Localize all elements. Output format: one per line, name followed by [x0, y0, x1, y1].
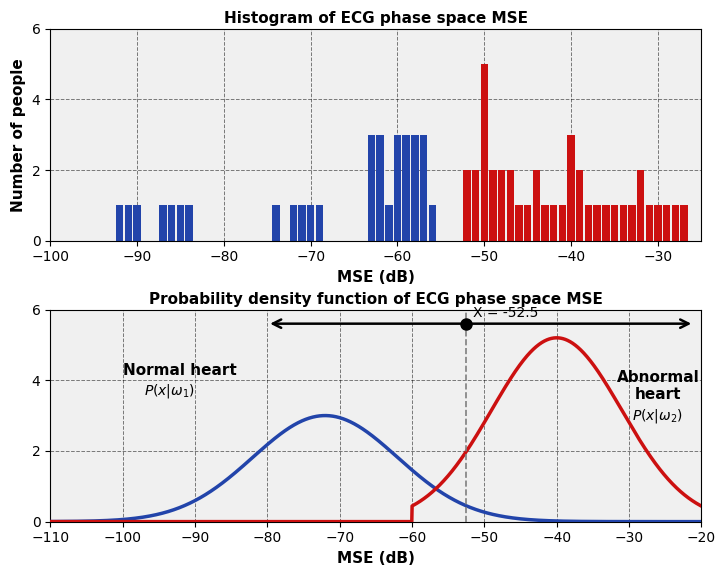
Bar	[498, 170, 505, 241]
Bar	[663, 205, 670, 241]
Bar	[125, 205, 132, 241]
Bar	[672, 205, 679, 241]
Text: $P(x|\omega_2)$: $P(x|\omega_2)$	[632, 407, 683, 425]
Bar	[168, 205, 175, 241]
Bar	[489, 170, 497, 241]
Text: $P(x|\omega_1)$: $P(x|\omega_1)$	[144, 382, 196, 400]
Bar	[133, 205, 141, 241]
Bar	[628, 205, 635, 241]
Title: Probability density function of ECG phase space MSE: Probability density function of ECG phas…	[149, 292, 603, 307]
Bar	[602, 205, 609, 241]
Bar	[472, 170, 479, 241]
Bar	[428, 205, 436, 241]
Bar	[411, 134, 419, 241]
Bar	[298, 205, 305, 241]
Bar	[185, 205, 193, 241]
Bar	[550, 205, 558, 241]
Bar	[307, 205, 314, 241]
Bar	[273, 205, 280, 241]
Bar	[593, 205, 601, 241]
Bar	[619, 205, 627, 241]
Bar	[515, 205, 523, 241]
Y-axis label: Number of people: Number of people	[11, 58, 26, 212]
Bar	[377, 134, 384, 241]
Bar	[585, 205, 593, 241]
Bar	[177, 205, 184, 241]
Bar	[463, 170, 470, 241]
Bar	[542, 205, 549, 241]
Bar	[403, 134, 410, 241]
Bar	[368, 134, 375, 241]
Bar	[646, 205, 653, 241]
Bar	[316, 205, 323, 241]
X-axis label: MSE (dB): MSE (dB)	[337, 551, 414, 566]
Text: Abnormal
heart: Abnormal heart	[616, 370, 699, 402]
Bar	[420, 134, 427, 241]
Bar	[576, 170, 584, 241]
Text: Normal heart: Normal heart	[123, 362, 236, 377]
Bar	[159, 205, 166, 241]
Bar	[568, 134, 575, 241]
Bar	[524, 205, 531, 241]
Bar	[637, 170, 644, 241]
Bar	[533, 170, 540, 241]
X-axis label: MSE (dB): MSE (dB)	[337, 270, 414, 285]
Bar	[481, 64, 488, 241]
Bar	[611, 205, 618, 241]
Bar	[680, 205, 688, 241]
Bar	[654, 205, 662, 241]
Text: X = -52.5: X = -52.5	[473, 306, 539, 320]
Title: Histogram of ECG phase space MSE: Histogram of ECG phase space MSE	[224, 11, 528, 26]
Bar	[385, 205, 393, 241]
Bar	[289, 205, 297, 241]
Bar	[116, 205, 124, 241]
Bar	[394, 134, 401, 241]
Bar	[559, 205, 566, 241]
Bar	[507, 170, 514, 241]
